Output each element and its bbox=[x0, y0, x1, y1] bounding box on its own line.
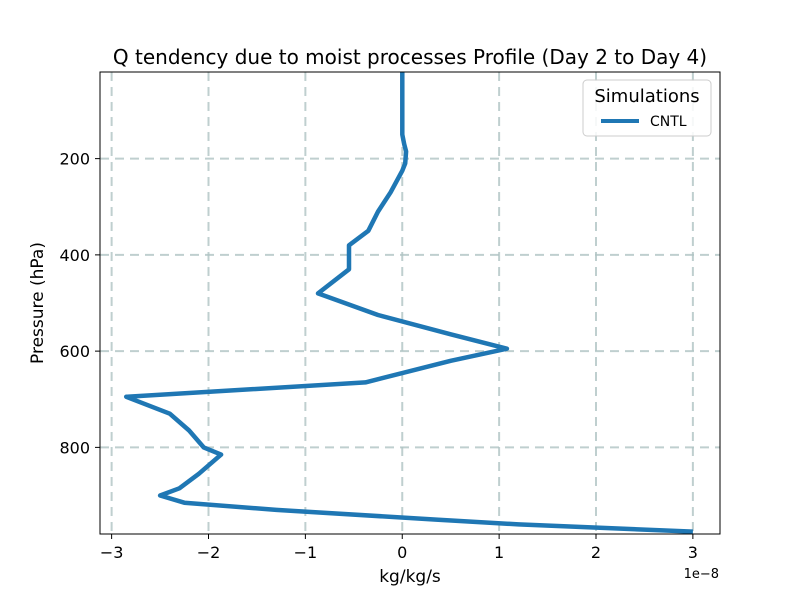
x-tick-label: 0 bbox=[397, 543, 407, 562]
series-lines bbox=[123, 72, 693, 534]
axis-ticks: −3 −2 −1 0 1 2 3 200 400 600 800 bbox=[59, 150, 698, 562]
x-tick-label: 3 bbox=[688, 543, 698, 562]
x-offset-label: 1e−8 bbox=[684, 567, 719, 582]
legend-entry-label: CNTL bbox=[650, 114, 687, 130]
x-tick-label: 2 bbox=[591, 543, 601, 562]
y-tick-label: 400 bbox=[59, 246, 90, 265]
chart-title: Q tendency due to moist processes Profil… bbox=[113, 45, 707, 69]
y-axis-label: Pressure (hPa) bbox=[28, 242, 48, 364]
x-tick-label: 1 bbox=[494, 543, 504, 562]
series-line-cntl bbox=[123, 72, 693, 534]
x-tick-label: −2 bbox=[197, 543, 221, 562]
x-tick-label: −1 bbox=[294, 543, 318, 562]
plot-frame bbox=[99, 71, 721, 535]
y-tick-label: 600 bbox=[59, 342, 90, 361]
x-tick-label: −3 bbox=[100, 543, 124, 562]
grid bbox=[100, 72, 720, 534]
legend: Simulations CNTL bbox=[582, 79, 712, 137]
y-tick-label: 200 bbox=[59, 150, 90, 169]
x-axis-label: kg/kg/s bbox=[379, 567, 441, 587]
y-tick-label: 800 bbox=[59, 438, 90, 457]
legend-title: Simulations bbox=[594, 86, 699, 107]
